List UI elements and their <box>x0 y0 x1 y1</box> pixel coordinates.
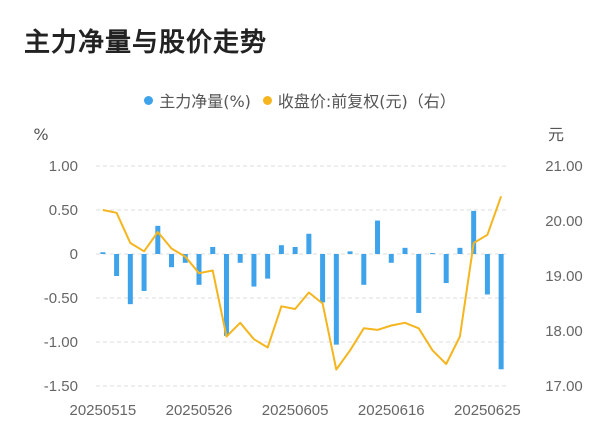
bar <box>141 254 147 291</box>
legend-item-close-price[interactable]: 收盘价:前复权(元)（右） <box>262 88 456 112</box>
legend-label-net-volume: 主力净量(%) <box>159 92 251 111</box>
left-axis-ticks: 1.00 0.50 0 -0.50 -1.00 -1.50 <box>44 158 78 395</box>
bar <box>114 254 120 276</box>
bar <box>210 246 216 254</box>
bar <box>333 254 339 345</box>
bar <box>471 210 477 254</box>
bar <box>182 254 188 263</box>
bar <box>100 252 106 254</box>
bar <box>251 254 257 287</box>
left-tick-label: 0 <box>70 246 78 263</box>
bar <box>416 254 422 313</box>
bar <box>127 254 133 305</box>
x-tick-label: 20250605 <box>262 402 329 419</box>
x-tick-label: 20250526 <box>166 402 233 419</box>
bar <box>169 254 175 268</box>
right-axis-unit: 元 <box>548 125 564 144</box>
bar <box>265 254 271 279</box>
right-tick-label: 21.00 <box>545 158 583 175</box>
bar <box>292 246 298 254</box>
left-tick-label: 1.00 <box>49 158 78 175</box>
right-tick-label: 18.00 <box>545 323 583 340</box>
bar-series <box>100 210 504 370</box>
right-tick-label: 20.00 <box>545 213 583 230</box>
left-tick-label: 0.50 <box>49 202 78 219</box>
left-axis-unit: % <box>33 125 48 144</box>
legend-marker-net-volume <box>144 95 154 105</box>
bar <box>347 251 353 254</box>
bar <box>237 254 243 263</box>
bar <box>443 254 449 284</box>
bar <box>306 233 312 254</box>
x-axis-ticks: 20250515 20250526 20250605 20250616 20250625 <box>69 402 520 419</box>
x-tick-label: 20250616 <box>358 402 425 419</box>
bar <box>484 254 490 295</box>
line-series <box>102 195 503 371</box>
legend-label-close-price: 收盘价:前复权(元)（右） <box>277 92 456 111</box>
price-line <box>102 195 503 371</box>
bar <box>278 245 284 254</box>
right-axis-ticks: 21.00 20.00 19.00 18.00 17.00 <box>545 158 583 395</box>
legend-item-net-volume[interactable]: 主力净量(%) <box>144 88 251 112</box>
bar <box>196 254 202 285</box>
bar <box>498 254 504 370</box>
bar <box>223 254 229 336</box>
chart-title: 主力净量与股价走势 <box>24 28 268 58</box>
legend: 主力净量(%) 收盘价:前复权(元)（右） <box>0 88 600 112</box>
x-tick-label: 20250625 <box>454 402 521 419</box>
left-tick-label: -0.50 <box>44 290 78 307</box>
bar <box>155 225 161 254</box>
bar <box>457 247 463 254</box>
grid-lines <box>96 165 508 387</box>
right-tick-label: 19.00 <box>545 268 583 285</box>
legend-marker-close-price <box>262 95 272 105</box>
x-tick-label: 20250515 <box>69 402 136 419</box>
right-tick-label: 17.00 <box>545 378 583 395</box>
bar <box>320 254 326 303</box>
bar <box>402 247 408 254</box>
bar <box>429 253 435 255</box>
bar <box>388 254 394 263</box>
left-tick-label: -1.00 <box>44 334 78 351</box>
bar <box>375 220 381 254</box>
left-tick-label: -1.50 <box>44 378 78 395</box>
bar <box>361 254 367 285</box>
